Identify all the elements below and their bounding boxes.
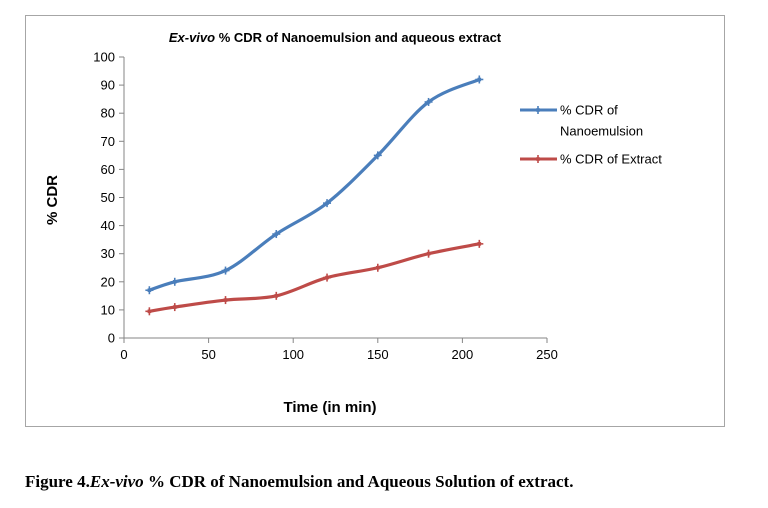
x-tick-label: 0 (120, 347, 127, 362)
x-tick-label: 200 (452, 347, 474, 362)
data-point (373, 151, 382, 160)
chart-title: Ex-vivo % CDR of Nanoemulsion and aqueou… (169, 30, 502, 45)
chart-title-rest: % CDR of Nanoemulsion and aqueous extrac… (215, 30, 502, 45)
data-point (424, 249, 433, 258)
y-tick-label: 70 (101, 134, 115, 149)
y-tick-label: 90 (101, 78, 115, 93)
x-tick-label: 150 (367, 347, 389, 362)
data-point (272, 230, 281, 239)
y-tick-label: 10 (101, 302, 115, 317)
x-tick-label: 250 (536, 347, 558, 362)
data-point (221, 296, 230, 305)
legend-entry-0: % CDR of Nanoemulsion (520, 103, 643, 139)
x-axis-label: Time (in min) (283, 399, 376, 416)
series-line-0 (147, 77, 481, 292)
y-axis-label: % CDR (44, 175, 61, 225)
legend-marker (534, 155, 542, 163)
y-tick-label: 80 (101, 106, 115, 121)
y-tick-label: 100 (93, 50, 115, 65)
legend-entry-1: % CDR of Extract (520, 152, 662, 167)
legend-label: % CDR of (560, 103, 618, 118)
data-point (221, 266, 230, 275)
data-point (323, 199, 332, 208)
legend-label: Nanoemulsion (560, 124, 643, 139)
y-tick-label: 0 (108, 331, 115, 346)
legend-marker (534, 106, 542, 114)
data-point (475, 75, 484, 84)
x-tick-label: 100 (282, 347, 304, 362)
y-tick-label: 40 (101, 218, 115, 233)
data-point (475, 239, 484, 248)
data-point (424, 97, 433, 106)
data-point (373, 263, 382, 272)
data-point (170, 277, 179, 286)
data-point (272, 291, 281, 300)
data-point (323, 273, 332, 282)
legend-label: % CDR of Extract (560, 152, 662, 167)
data-point (145, 286, 154, 295)
x-tick-label: 50 (201, 347, 215, 362)
chart-title-italic: Ex-vivo (169, 30, 215, 45)
data-point (145, 307, 154, 316)
y-tick-label: 50 (101, 190, 115, 205)
caption-rest: % CDR of Nanoemulsion and Aqueous Soluti… (143, 472, 574, 491)
chart-frame: 0 10 20 30 40 50 60 70 80 90 100 0 50 100 150 200 250 % … (25, 15, 725, 427)
y-tick-label: 30 (101, 246, 115, 261)
caption-prefix: Figure 4. (25, 472, 90, 491)
y-tick-label: 60 (101, 162, 115, 177)
data-point (170, 303, 179, 312)
caption-italic: Ex-vivo (89, 472, 144, 491)
y-tick-label: 20 (101, 274, 115, 289)
line-chart: 0 10 20 30 40 50 60 70 80 90 100 0 50 100 150 200 250 % … (44, 30, 662, 416)
figure-caption: Figure 4.Ex-vivo % CDR of Nanoemulsion a… (25, 472, 765, 492)
